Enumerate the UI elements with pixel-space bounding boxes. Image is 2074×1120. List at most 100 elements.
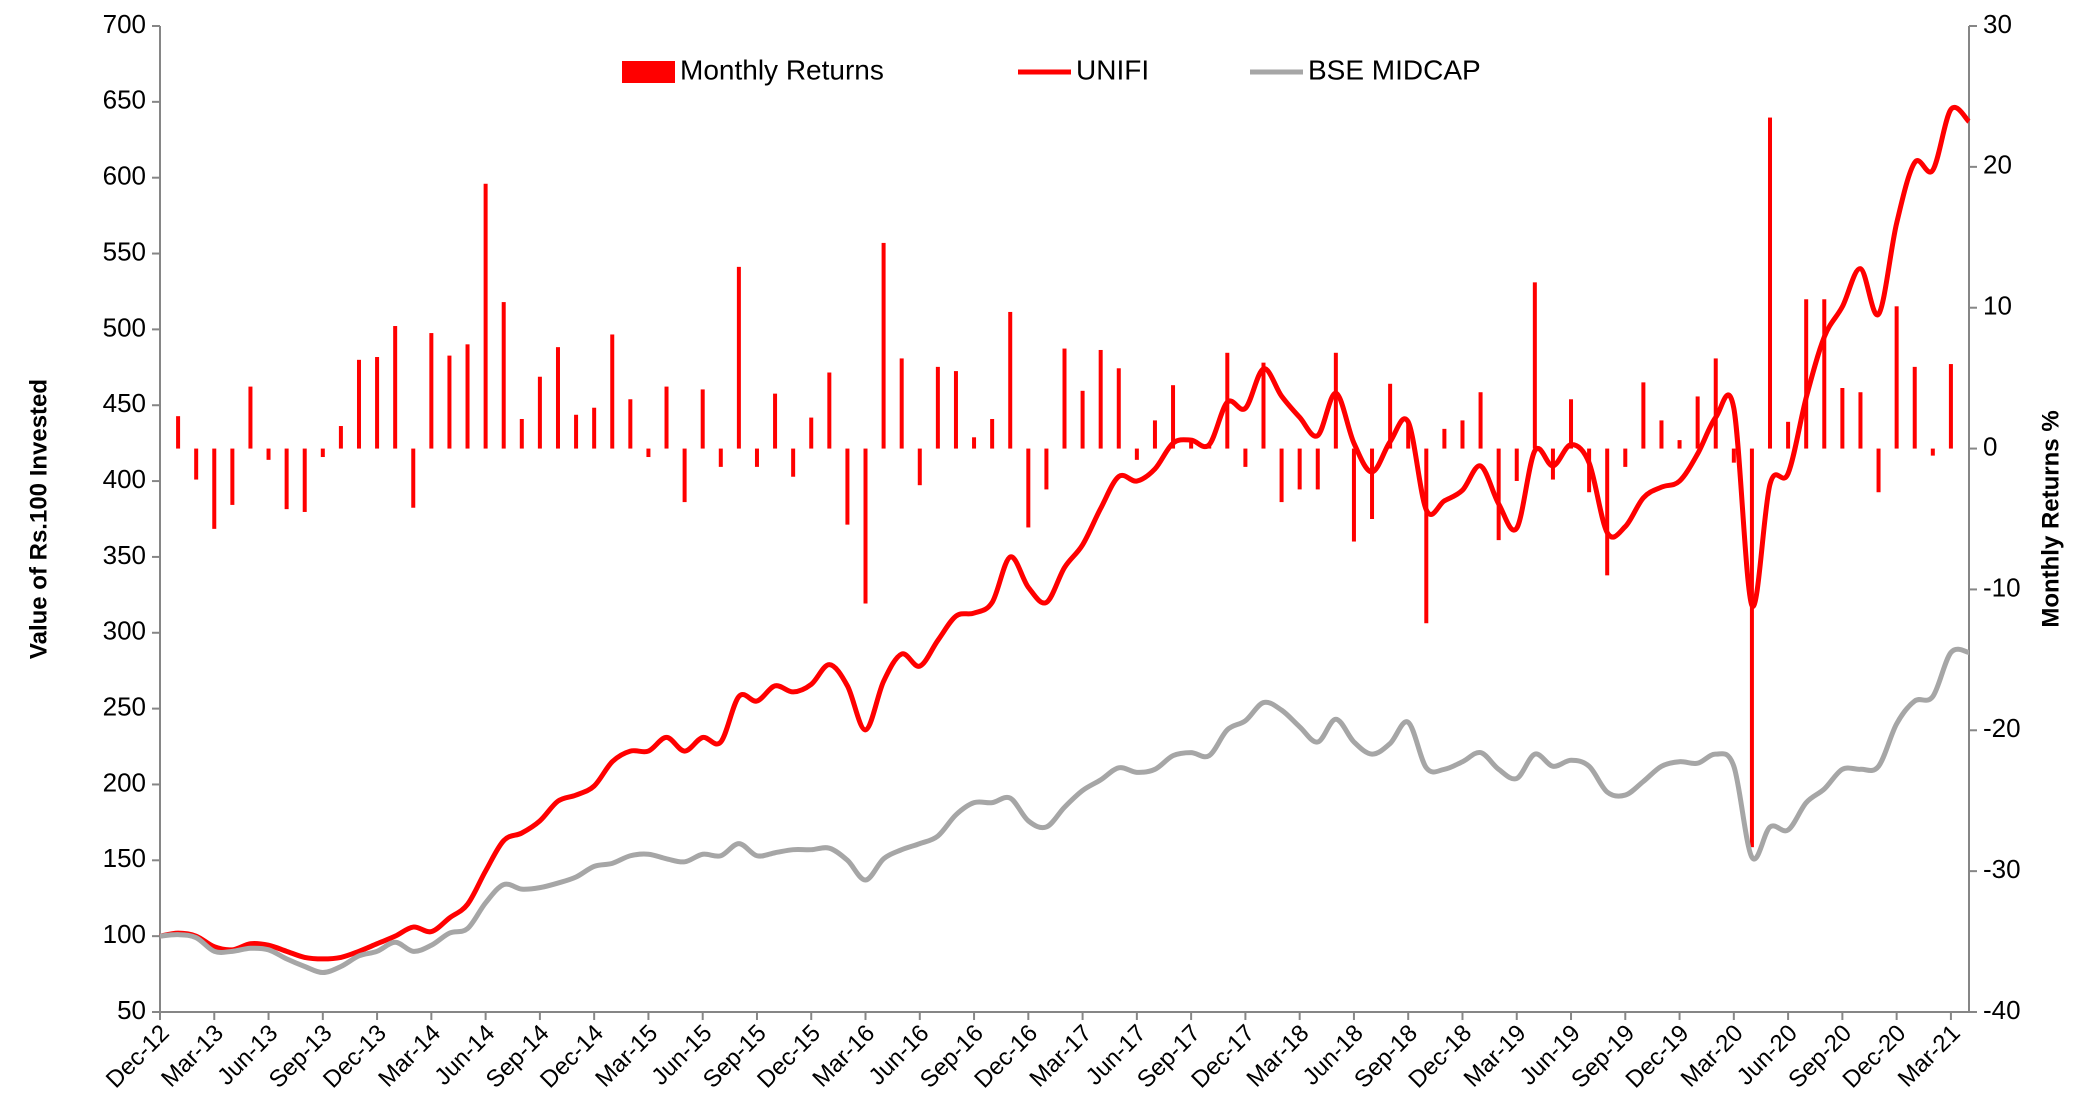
bar — [375, 357, 380, 449]
bar — [248, 386, 253, 449]
x-tick-label: Mar-13 — [156, 1020, 229, 1093]
y-tick-label: 200 — [103, 767, 146, 797]
bar — [555, 347, 560, 449]
bar — [212, 448, 217, 529]
x-tick-label: Mar-17 — [1024, 1020, 1097, 1093]
bar — [1406, 420, 1411, 449]
legend-label: BSE MIDCAP — [1308, 54, 1481, 85]
y-tick-label: 650 — [103, 85, 146, 115]
bar — [501, 302, 506, 449]
bar — [754, 448, 759, 467]
y2-tick-label: 10 — [1983, 291, 2012, 321]
bar — [773, 393, 778, 449]
bar — [1786, 421, 1791, 449]
bar — [1424, 448, 1429, 624]
bar — [1677, 440, 1682, 449]
bar — [1695, 396, 1700, 449]
bar — [338, 426, 343, 449]
bar — [1948, 364, 1953, 449]
legend-label: Monthly Returns — [680, 54, 884, 85]
y-tick-label: 300 — [103, 616, 146, 646]
bar — [1478, 392, 1483, 449]
x-tick-label: Mar-14 — [373, 1020, 446, 1093]
bar — [1460, 420, 1465, 449]
bar — [1532, 282, 1537, 449]
bar — [1731, 448, 1736, 463]
bar — [1333, 352, 1338, 449]
bar — [592, 407, 597, 449]
y-tick-label: 50 — [117, 995, 146, 1025]
bar — [1080, 390, 1085, 449]
bar — [1370, 448, 1375, 519]
bar — [302, 448, 307, 512]
y2-tick-label: -20 — [1983, 713, 2021, 743]
bar — [899, 358, 904, 449]
legend-label: UNIFI — [1076, 54, 1149, 85]
bar — [736, 266, 741, 449]
y-tick-label: 500 — [103, 312, 146, 342]
bar — [1279, 448, 1284, 503]
bar — [646, 448, 651, 458]
y2-tick-label: -30 — [1983, 854, 2021, 884]
bar — [1713, 358, 1718, 449]
bar — [574, 414, 579, 449]
bar — [1134, 448, 1139, 460]
bar — [1388, 383, 1393, 449]
bar — [1605, 448, 1610, 576]
bar — [1243, 448, 1248, 467]
x-tick-label: Mar-18 — [1242, 1020, 1315, 1093]
bar — [320, 448, 325, 458]
y-tick-label: 600 — [103, 161, 146, 191]
bar — [1623, 448, 1628, 467]
bar — [1768, 117, 1773, 449]
bar — [917, 448, 922, 486]
bar — [356, 359, 361, 449]
bar — [1026, 448, 1031, 528]
bar — [1442, 428, 1447, 449]
bar — [827, 372, 832, 449]
y-tick-label: 450 — [103, 388, 146, 418]
bar — [682, 448, 687, 503]
bar — [664, 386, 669, 449]
y2-tick-label: -40 — [1983, 995, 2021, 1025]
y-axis-label: Value of Rs.100 Invested — [25, 379, 52, 659]
bar — [881, 242, 886, 449]
bar — [411, 448, 416, 508]
bar — [1912, 366, 1917, 449]
bar — [809, 417, 814, 449]
bar — [284, 448, 289, 510]
bar — [1930, 448, 1935, 456]
bar — [519, 418, 524, 449]
bar — [1297, 448, 1302, 490]
bar — [628, 399, 633, 449]
bar — [1189, 440, 1194, 449]
y-tick-label: 250 — [103, 691, 146, 721]
bar — [176, 416, 181, 449]
bar — [1894, 306, 1899, 449]
bar — [429, 333, 434, 449]
bar — [194, 448, 199, 480]
y2-tick-label: 30 — [1983, 9, 2012, 39]
x-tick-label: Mar-15 — [590, 1020, 663, 1093]
bar — [1659, 420, 1664, 449]
x-tick-label: Mar-20 — [1676, 1020, 1749, 1093]
bar — [935, 366, 940, 449]
bar — [1569, 399, 1574, 449]
y-tick-label: 150 — [103, 843, 146, 873]
bar — [1514, 448, 1519, 481]
bar — [1641, 382, 1646, 449]
x-tick-label: Mar-19 — [1459, 1020, 1532, 1093]
bar — [537, 376, 542, 449]
legend-swatch — [622, 61, 675, 83]
bar — [1315, 448, 1320, 490]
bar — [1804, 299, 1809, 449]
bar — [700, 389, 705, 449]
y-tick-label: 550 — [103, 236, 146, 266]
bar — [953, 371, 958, 449]
bar — [1351, 448, 1356, 542]
y2-axis-label: Monthly Returns % — [2037, 410, 2064, 627]
bar — [393, 326, 398, 449]
bar — [1840, 388, 1845, 449]
